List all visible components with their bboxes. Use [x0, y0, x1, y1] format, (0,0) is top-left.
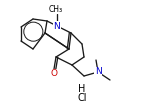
- Text: O: O: [51, 70, 58, 79]
- Text: N: N: [54, 22, 60, 30]
- Text: N: N: [95, 68, 101, 76]
- Text: CH₃: CH₃: [49, 4, 63, 14]
- Text: H: H: [78, 84, 86, 94]
- Text: Cl: Cl: [77, 93, 87, 103]
